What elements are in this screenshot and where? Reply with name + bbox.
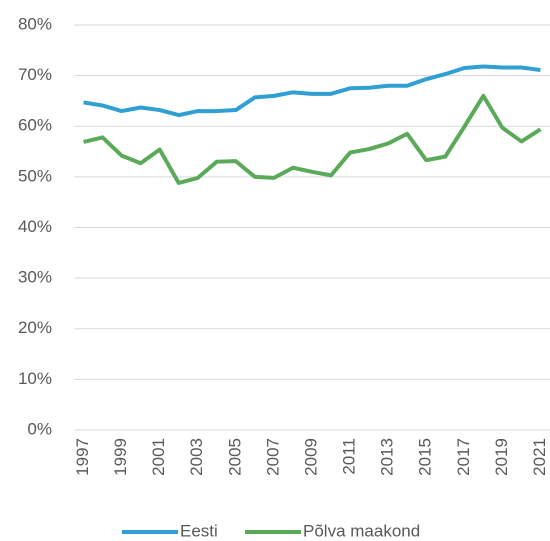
y-tick-label: 70%: [18, 65, 52, 84]
x-tick-label: 1997: [73, 438, 92, 476]
series-line: [83, 93, 542, 185]
y-tick-label: 0%: [27, 419, 52, 438]
y-tick-label: 60%: [18, 116, 52, 135]
series-line: [83, 64, 541, 118]
x-tick-label: 1999: [111, 438, 130, 476]
y-tick-label: 30%: [18, 268, 52, 287]
x-tick-label: 2003: [187, 438, 206, 476]
y-tick-label: 40%: [18, 217, 52, 236]
x-tick-label: 2017: [454, 438, 473, 476]
x-tick-label: 2009: [301, 438, 320, 476]
legend-label: Põlva maakond: [303, 521, 420, 540]
x-tick-label: 2021: [530, 438, 549, 476]
x-tick-label: 2015: [416, 438, 435, 476]
y-tick-label: 10%: [18, 369, 52, 388]
y-tick-label: 20%: [18, 318, 52, 337]
y-tick-label: 80%: [18, 14, 52, 33]
x-tick-label: 2013: [378, 438, 397, 476]
x-tick-label: 2007: [263, 438, 282, 476]
x-tick-label: 2019: [492, 438, 511, 476]
x-tick-label: 2011: [340, 438, 359, 475]
x-tick-label: 2001: [149, 438, 168, 476]
y-tick-label: 50%: [18, 166, 52, 185]
x-tick-label: 2005: [225, 438, 244, 476]
legend-label: Eesti: [180, 521, 218, 540]
